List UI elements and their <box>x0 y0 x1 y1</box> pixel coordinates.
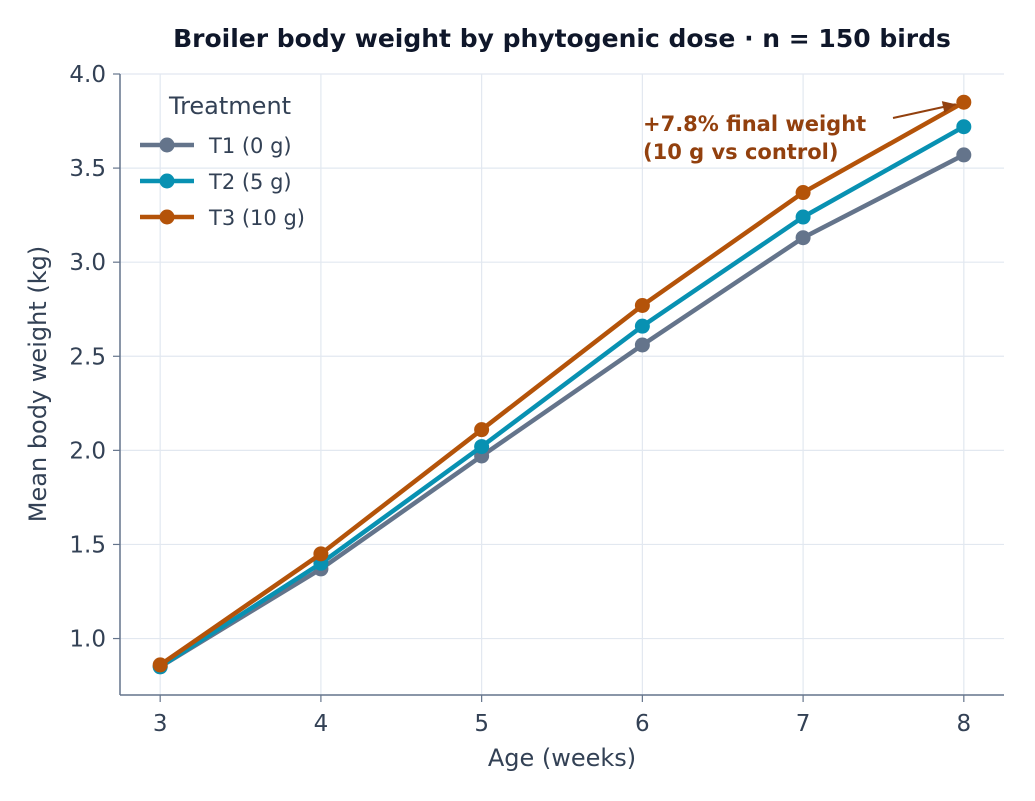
series-group <box>152 94 972 675</box>
y-tick-label: 1.5 <box>69 532 106 558</box>
legend-item: T3 (10 g) <box>140 206 305 230</box>
data-point <box>634 318 650 334</box>
x-ticks: 3 4 5 6 7 8 <box>153 695 971 737</box>
series-2 <box>152 119 972 675</box>
legend-swatch-marker <box>159 209 175 225</box>
legend-item: T2 (5 g) <box>140 170 292 194</box>
data-point <box>152 657 168 673</box>
legend-label: T3 (10 g) <box>208 206 305 230</box>
legend-swatch-marker <box>159 173 175 189</box>
annotation-arrowhead <box>941 101 956 113</box>
y-ticks: 1.0 1.5 2.0 2.5 3.0 3.5 4.0 <box>69 62 120 653</box>
annotation-line-2: (10 g vs control) <box>643 140 838 164</box>
data-point <box>956 119 972 135</box>
chart-title: Broiler body weight by phytogenic dose ·… <box>173 24 951 53</box>
y-tick-label: 3.0 <box>69 250 106 276</box>
series-line <box>158 100 965 667</box>
data-point <box>474 439 490 455</box>
data-point <box>313 546 329 562</box>
legend: Treatment T1 (0 g) T2 (5 g) T3 (10 g) <box>140 92 305 230</box>
data-point <box>795 230 811 246</box>
data-point <box>956 147 972 163</box>
data-point <box>474 422 490 438</box>
x-tick-label: 8 <box>956 711 971 737</box>
data-point <box>956 94 972 110</box>
y-tick-label: 2.5 <box>69 344 106 370</box>
x-tick-label: 5 <box>474 711 489 737</box>
data-point <box>795 185 811 201</box>
legend-label: T1 (0 g) <box>208 134 292 158</box>
data-point <box>795 209 811 225</box>
x-tick-label: 7 <box>796 711 811 737</box>
annotation-line-1: +7.8% final weight <box>643 112 866 136</box>
legend-swatch-marker <box>159 137 175 153</box>
x-tick-label: 6 <box>635 711 650 737</box>
data-point <box>634 297 650 313</box>
annotation: +7.8% final weight (10 g vs control) <box>643 101 957 164</box>
series-line <box>159 152 965 669</box>
y-tick-label: 2.0 <box>69 438 106 464</box>
y-tick-label: 3.5 <box>69 156 106 182</box>
legend-item: T1 (0 g) <box>140 134 292 158</box>
y-tick-label: 1.0 <box>69 627 106 653</box>
grid <box>120 73 1004 695</box>
data-point <box>634 337 650 353</box>
series-3 <box>152 94 972 673</box>
series-line <box>158 124 965 669</box>
axes <box>119 74 1004 696</box>
x-tick-label: 4 <box>314 711 329 737</box>
legend-title: Treatment <box>168 92 291 120</box>
y-tick-label: 4.0 <box>69 62 106 88</box>
x-tick-label: 3 <box>153 711 168 737</box>
legend-label: T2 (5 g) <box>208 170 292 194</box>
y-axis-label: Mean body weight (kg) <box>24 246 52 522</box>
x-axis-label: Age (weeks) <box>488 744 636 772</box>
